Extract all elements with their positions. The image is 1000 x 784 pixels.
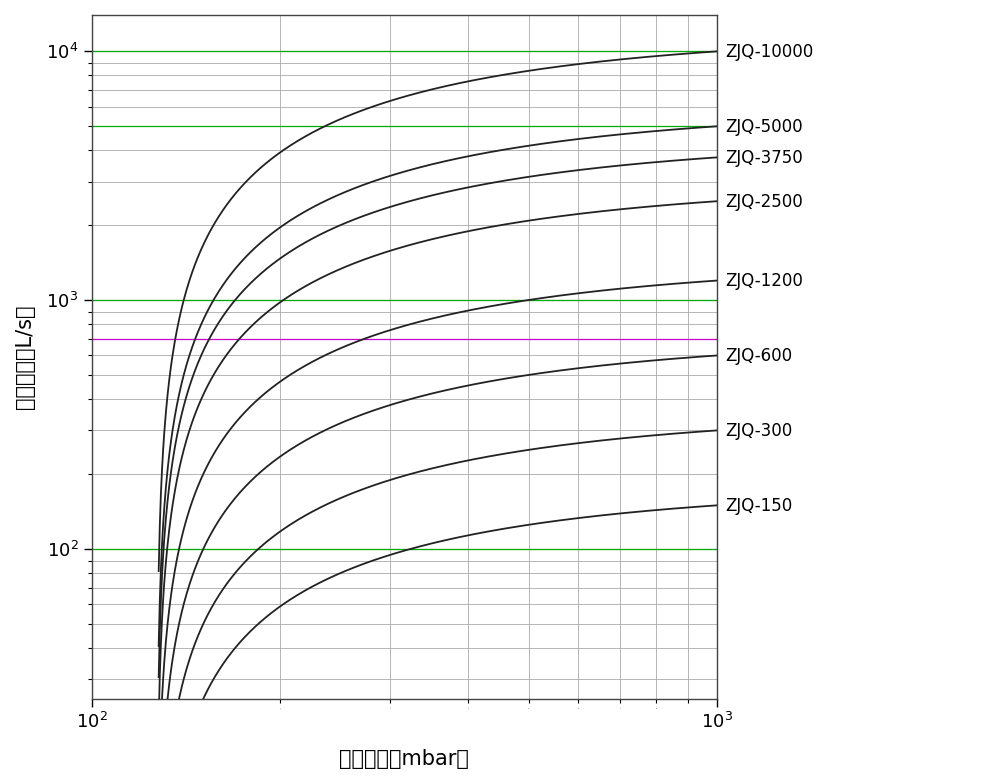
Text: ZJQ-300: ZJQ-300 [725,423,792,440]
Y-axis label: 抓气速率（L/s）: 抓气速率（L/s） [15,305,35,409]
Text: ZJQ-600: ZJQ-600 [725,347,792,365]
Text: ZJQ-10000: ZJQ-10000 [725,43,813,61]
Text: ZJQ-3750: ZJQ-3750 [725,149,803,167]
X-axis label: 入口压力（mbar）: 入口压力（mbar） [339,749,469,769]
Text: ZJQ-5000: ZJQ-5000 [725,118,802,136]
Text: ZJQ-150: ZJQ-150 [725,497,792,515]
Text: ZJQ-2500: ZJQ-2500 [725,193,803,211]
Text: ZJQ-1200: ZJQ-1200 [725,272,803,290]
